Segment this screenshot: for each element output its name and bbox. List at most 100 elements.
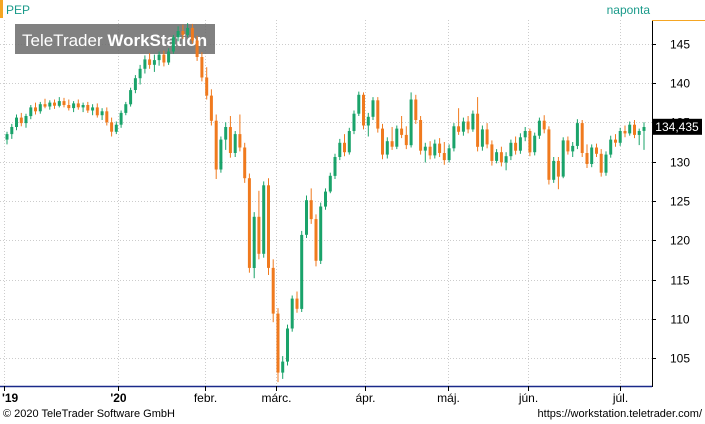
candle-up — [357, 91, 361, 116]
candle-up — [167, 48, 171, 65]
candle-down — [595, 143, 598, 157]
candle-down — [295, 291, 299, 313]
candle-up — [366, 112, 370, 137]
candle-body — [114, 124, 118, 132]
candle-body — [290, 298, 294, 329]
candle-down — [271, 259, 275, 323]
candle-body — [105, 111, 109, 123]
candle-down — [148, 53, 152, 69]
candle-body — [409, 99, 413, 146]
candle-body — [580, 123, 584, 153]
candle-up — [252, 212, 256, 279]
candle-body — [457, 126, 461, 132]
candle-body — [347, 131, 351, 153]
y-tick-label: 110 — [670, 313, 689, 327]
candle-body — [452, 126, 456, 149]
candle-down — [404, 126, 408, 150]
candle-body — [143, 59, 147, 69]
candle-body — [300, 234, 304, 309]
candle-down — [376, 97, 380, 133]
candle-up — [642, 122, 646, 150]
candle-up — [571, 142, 575, 157]
candle-up — [15, 114, 18, 131]
candle-up — [618, 127, 622, 146]
candle-body — [133, 78, 137, 90]
candle-up — [219, 136, 223, 173]
candle-up — [452, 123, 456, 152]
candle-body — [110, 122, 114, 132]
candle-body — [119, 112, 123, 125]
candle-down — [514, 136, 518, 155]
candle-body — [642, 127, 646, 131]
candle-up — [157, 51, 161, 66]
candle-body — [566, 140, 570, 152]
candle-up — [319, 202, 323, 264]
candlestick-chart: PEP naponta TeleTrader WorkStation 105 11… — [0, 0, 705, 407]
candle-up — [57, 97, 61, 108]
y-tick-label: 125 — [670, 195, 690, 209]
candle-body — [53, 102, 56, 106]
candle-up — [409, 92, 413, 148]
candle-down — [76, 99, 80, 110]
candle-body — [343, 142, 346, 153]
candle-body — [24, 116, 28, 124]
x-tick-label: ápr. — [355, 391, 375, 405]
y-axis-ticks: 105110115120125130135140145 — [652, 38, 690, 366]
candle-up — [609, 135, 613, 158]
x-tick-label: máj. — [437, 391, 460, 405]
candle-body — [62, 101, 66, 105]
candle-body — [328, 175, 332, 192]
candle-body — [447, 148, 451, 161]
candle-body — [38, 104, 42, 112]
candle-up — [352, 110, 356, 135]
candle-body — [190, 27, 194, 41]
candle-down — [414, 94, 418, 124]
candle-body — [504, 156, 508, 163]
footer-url-link[interactable]: https://workstation.teletrader.com/ — [537, 408, 702, 420]
candle-down — [67, 99, 71, 111]
candle-body — [371, 100, 375, 117]
watermark-brand-light: TeleTrader — [22, 31, 107, 50]
candle-body — [34, 107, 37, 112]
candle-up — [72, 101, 76, 113]
candle-body — [76, 103, 80, 108]
candle-down — [428, 141, 432, 160]
candle-body — [561, 140, 565, 177]
candle-up — [518, 133, 522, 154]
candle-up — [233, 131, 237, 157]
candle-down — [190, 23, 194, 44]
candle-body — [381, 128, 384, 155]
candle-body — [243, 147, 247, 179]
candle-up — [509, 139, 513, 161]
candle-down — [209, 89, 213, 126]
candle-up — [480, 125, 484, 151]
candle-body — [604, 154, 608, 173]
candle-up — [119, 110, 123, 128]
candle-body — [138, 68, 142, 79]
last-price-label: 134,435 — [655, 120, 699, 134]
candle-body — [238, 134, 242, 148]
candle-body — [309, 200, 313, 220]
candle-body — [514, 142, 518, 151]
candle-body — [495, 152, 499, 161]
candle-down — [362, 92, 365, 130]
candle-up — [91, 104, 95, 116]
candle-down — [205, 67, 209, 100]
candle-body — [599, 153, 603, 173]
candle-down — [314, 214, 318, 267]
candle-body — [171, 37, 175, 52]
candle-down — [214, 114, 218, 179]
candle-up — [461, 117, 465, 136]
candle-down — [110, 117, 114, 137]
candle-body — [86, 105, 90, 111]
candle-up — [176, 26, 180, 42]
candle-up — [561, 137, 565, 179]
candle-down — [585, 144, 589, 168]
candle-body — [224, 127, 228, 140]
last-price-box — [652, 118, 702, 135]
candle-up — [537, 117, 541, 139]
candle-body — [267, 185, 270, 268]
candle-body — [152, 60, 156, 65]
candle-up — [48, 100, 52, 110]
candle-up — [124, 101, 128, 116]
